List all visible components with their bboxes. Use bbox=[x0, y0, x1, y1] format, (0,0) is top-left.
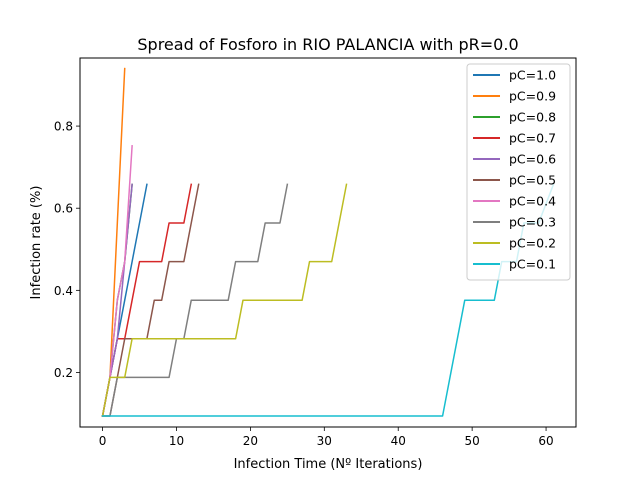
y-axis: 0.2 0.4 0.6 0.8 bbox=[54, 120, 80, 380]
x-tick-label: 20 bbox=[243, 434, 258, 448]
y-tick-label: 0.6 bbox=[54, 202, 73, 216]
x-tick-label: 50 bbox=[465, 434, 480, 448]
x-tick-label: 10 bbox=[169, 434, 184, 448]
legend-label: pC=0.1 bbox=[509, 257, 556, 272]
legend-label: pC=0.9 bbox=[509, 89, 556, 104]
legend-label: pC=0.3 bbox=[509, 215, 556, 230]
legend-label: pC=0.8 bbox=[509, 110, 556, 125]
legend: pC=1.0 pC=0.9 pC=0.8 pC=0.7 pC=0.6 pC=0.5 pC=0… bbox=[466, 63, 571, 281]
y-axis-label: Infection rate (%) bbox=[29, 186, 44, 300]
legend-label: pC=1.0 bbox=[509, 68, 556, 83]
legend-label: pC=0.2 bbox=[509, 236, 556, 251]
plot-frame bbox=[79, 57, 577, 428]
y-tick-label: 0.8 bbox=[54, 120, 73, 134]
x-axis: 0 10 20 30 40 50 60 bbox=[99, 427, 554, 448]
series-line-pc-0-2 bbox=[101, 183, 348, 417]
x-tick-label: 40 bbox=[391, 434, 406, 448]
legend-label: pC=0.6 bbox=[509, 152, 556, 167]
y-tick-label: 0.2 bbox=[54, 366, 73, 380]
series-line-pc-0-3 bbox=[101, 183, 289, 417]
y-tick-label: 0.4 bbox=[54, 284, 73, 298]
legend-label: pC=0.7 bbox=[509, 131, 556, 146]
legend-label: pC=0.5 bbox=[509, 173, 556, 188]
x-axis-label: Infection Time (Nº Iterations) bbox=[234, 457, 423, 472]
x-tick-label: 30 bbox=[317, 434, 332, 448]
series-line-pc-0-5 bbox=[101, 183, 200, 417]
chart-title: Spread of Fosforo in RIO PALANCIA with p… bbox=[137, 35, 518, 54]
x-tick-label: 0 bbox=[99, 434, 107, 448]
legend-label: pC=0.4 bbox=[509, 194, 556, 209]
x-tick-label: 60 bbox=[538, 434, 553, 448]
